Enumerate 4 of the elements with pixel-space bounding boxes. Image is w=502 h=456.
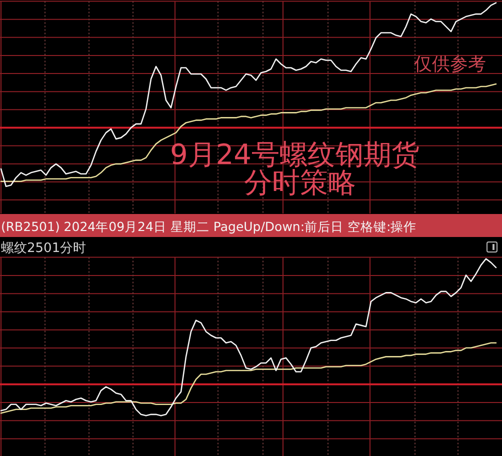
chart-title: 螺纹2501 (1, 241, 60, 256)
annotation: 仅供参考 (414, 54, 486, 75)
annotation: (RB2501) 2024年09月24日 星期二 PageUp/Down:前后日 空格键:操作 (0, 214, 502, 237)
chart-subtitle: 分时 (60, 241, 86, 256)
